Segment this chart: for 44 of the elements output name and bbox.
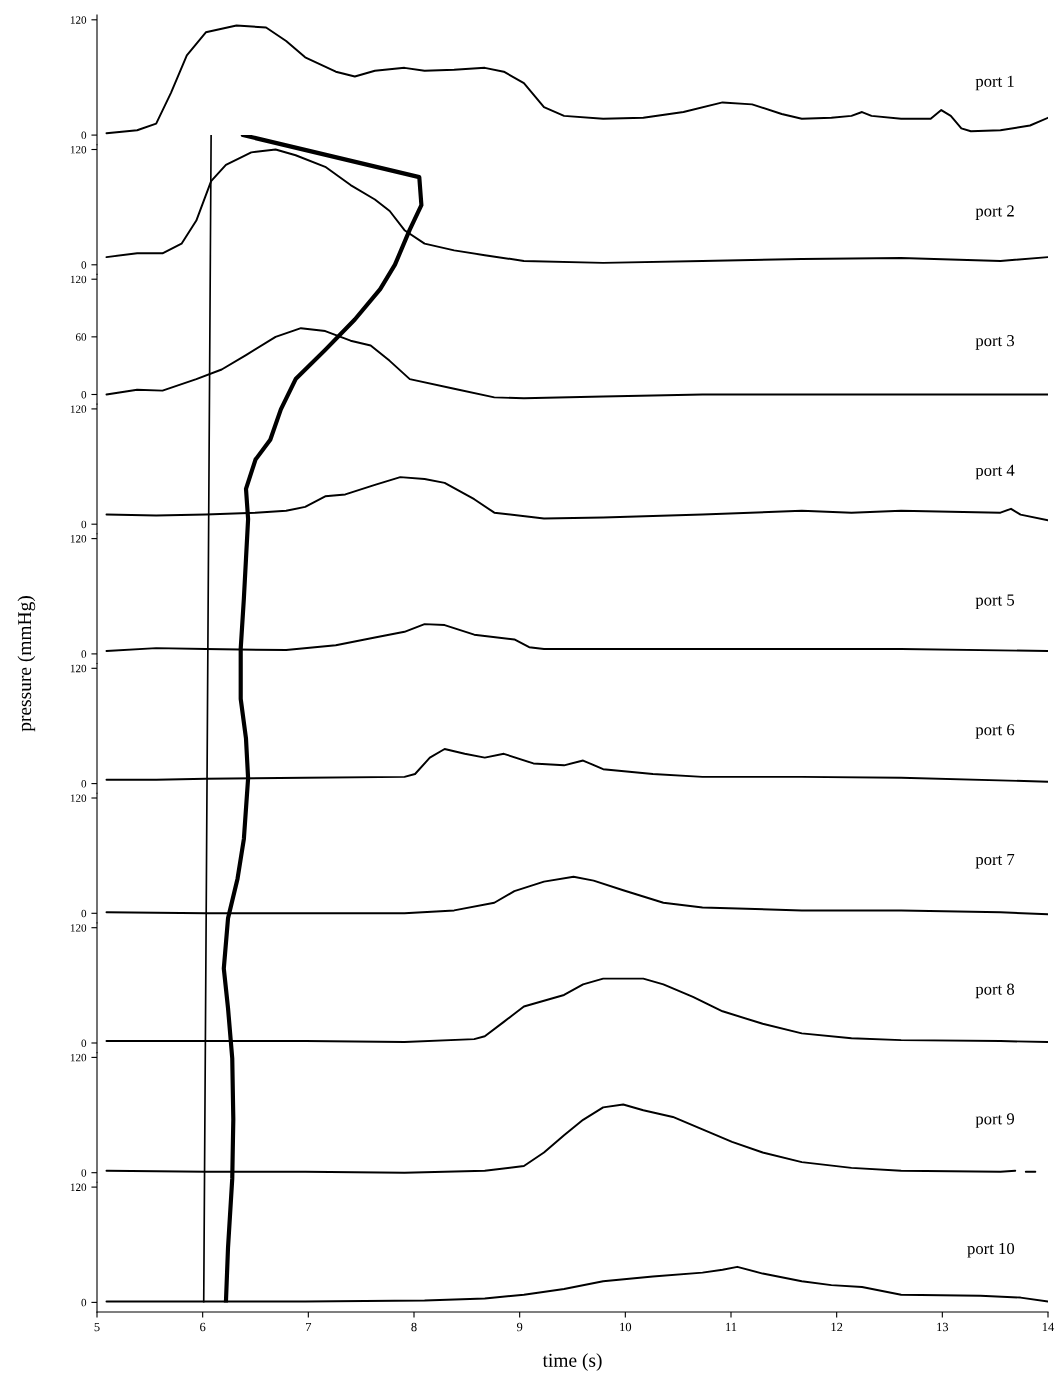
- text: port 8: [975, 983, 1015, 999]
- x-tick-label: 8: [411, 1322, 417, 1332]
- text: port 7: [975, 853, 1015, 869]
- y-tick-label: 0: [81, 909, 87, 918]
- x-tick-label: 14: [1042, 1322, 1055, 1332]
- x-tick-label: 6: [200, 1322, 206, 1332]
- x-tick-label: 7: [306, 1322, 312, 1332]
- x-tick-label: 12: [831, 1322, 843, 1332]
- y-tick-label: 0: [81, 1298, 87, 1307]
- line-series: [105, 24, 1048, 135]
- text: port 2: [975, 205, 1014, 220]
- y-tick-label: 0: [81, 650, 87, 658]
- x-tick-label: 13: [937, 1322, 949, 1332]
- y-tick-label: 120: [70, 535, 87, 543]
- text: port 5: [975, 594, 1015, 610]
- y-tick-label: 0: [81, 261, 87, 269]
- y-tick-label: 120: [70, 1053, 87, 1062]
- series-label: port 4: [975, 464, 1015, 480]
- y-tick-label: 120: [70, 16, 87, 24]
- y-tick-label: 120: [70, 145, 87, 154]
- text: port 10: [967, 1242, 1015, 1258]
- x-axis-title: time (s): [542, 1353, 602, 1371]
- y-tick-label: 120: [70, 664, 87, 673]
- y-tick-label: 0: [81, 1039, 87, 1047]
- x-tick-label: 10: [620, 1322, 632, 1332]
- y-tick-label: 0: [81, 1169, 87, 1177]
- y-tick-label: 0: [81, 131, 87, 140]
- y-tick-label: 0: [81, 780, 87, 788]
- y-tick-label: 120: [70, 275, 87, 284]
- y-tick-label: 120: [70, 1183, 87, 1192]
- y-tick-label: 120: [70, 405, 87, 413]
- y-tick-label: 0: [81, 520, 87, 529]
- y-tick-label: 0: [81, 390, 87, 399]
- text: port 1: [975, 75, 1014, 91]
- x-tick-label: 5: [94, 1322, 100, 1332]
- text: port 3: [975, 335, 1015, 350]
- text: port 6: [975, 724, 1015, 739]
- x-tick-label: 9: [516, 1322, 523, 1332]
- y-tick-label: 120: [70, 794, 87, 802]
- x-tick-label: 11: [726, 1322, 737, 1332]
- y-tick-label: 60: [75, 333, 87, 341]
- text: port 9: [975, 1113, 1015, 1128]
- y-tick-label: 120: [70, 924, 87, 932]
- y-axis-title: pressure (mmHg): [17, 596, 36, 732]
